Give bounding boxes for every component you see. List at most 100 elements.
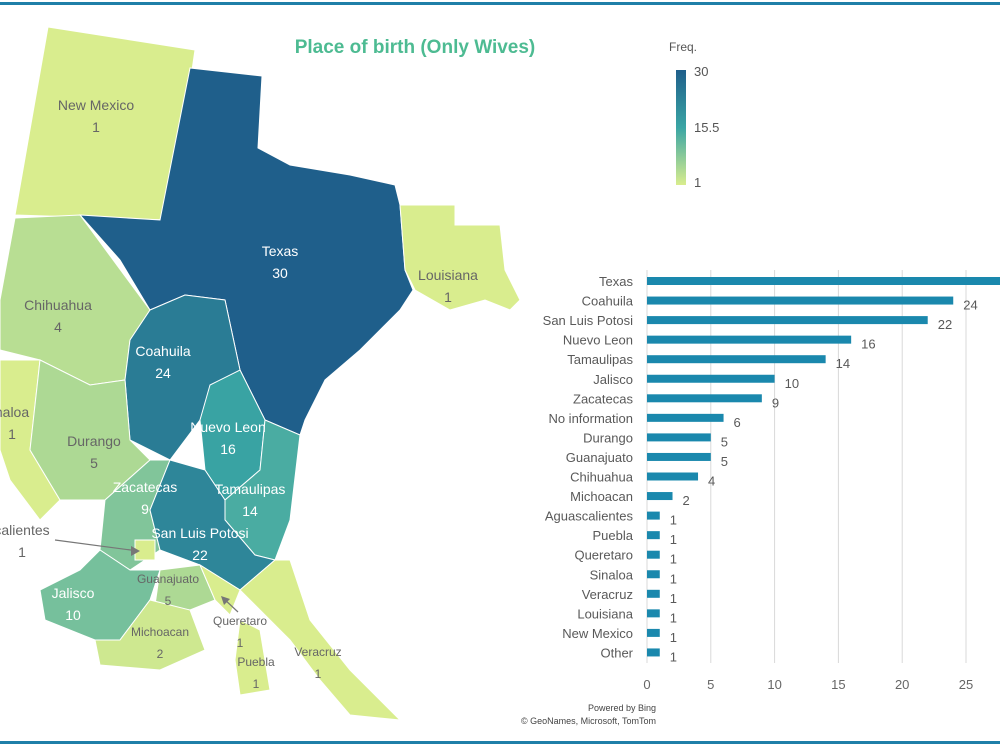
region-value: 4: [54, 319, 62, 335]
data-label: 10: [785, 376, 799, 391]
region-label: calientes: [0, 522, 50, 538]
region-shape: [239, 559, 402, 721]
region-value: 1: [315, 667, 322, 681]
region-michoacan[interactable]: [94, 599, 206, 671]
bar-new-mexico: [647, 628, 660, 637]
top-rule: [0, 2, 1000, 5]
region-shape: [154, 564, 216, 611]
category-label: Jalisco: [593, 372, 633, 387]
bar-queretaro: [647, 550, 660, 559]
region-veracruz[interactable]: [239, 559, 402, 721]
bar-veracruz: [647, 589, 660, 598]
bar-sinaloa: [647, 570, 660, 579]
data-label: 24: [963, 298, 977, 313]
region-puebla[interactable]: [234, 619, 271, 696]
bar-coahuila: [647, 296, 954, 305]
region-label: San Luis Potosi: [151, 525, 248, 541]
region-label: Queretaro: [213, 614, 267, 628]
region-shape: [399, 204, 521, 311]
category-label: Other: [600, 645, 633, 660]
category-label: San Luis Potosi: [543, 313, 633, 328]
bar-san-luis-potosi: [647, 316, 928, 325]
data-label: 5: [721, 454, 728, 469]
data-label: 1: [670, 630, 677, 645]
region-value: 2: [157, 647, 164, 661]
bar-louisiana: [647, 609, 660, 618]
region-label: naloa: [0, 404, 29, 420]
region-shape: [234, 619, 271, 696]
category-label: Sinaloa: [590, 567, 634, 582]
category-label: Aguascalientes: [545, 509, 634, 524]
bar-michoacan: [647, 492, 673, 501]
region-label: Coahuila: [135, 343, 190, 359]
legend-mid: 15.5: [694, 120, 720, 135]
data-label: 1: [670, 591, 677, 606]
data-label: 14: [836, 356, 850, 371]
bar-guanajuato: [647, 452, 711, 461]
region-label: Zacatecas: [113, 479, 178, 495]
bar-chihuahua: [647, 472, 699, 481]
region-value: 1: [237, 636, 244, 650]
x-tick-label: 20: [895, 677, 909, 692]
region-label: Jalisco: [52, 585, 95, 601]
region-label: Texas: [262, 243, 299, 259]
region-value: 1: [18, 544, 26, 560]
region-label: Nuevo Leon: [190, 419, 266, 435]
data-label: 22: [938, 317, 952, 332]
category-label: New Mexico: [562, 626, 633, 641]
x-tick-label: 5: [707, 677, 714, 692]
bar-durango: [647, 433, 711, 442]
data-label: 1: [670, 610, 677, 625]
x-tick-label: 15: [831, 677, 845, 692]
bar-puebla: [647, 531, 660, 540]
region-shape: [198, 563, 241, 616]
region-value: 14: [242, 503, 258, 519]
data-label: 1: [670, 571, 677, 586]
region-value: 1: [8, 426, 16, 442]
data-label: 1: [670, 649, 677, 664]
legend-max: 30: [694, 64, 709, 79]
region-queretaro[interactable]: [198, 563, 241, 616]
data-label: 1: [670, 552, 677, 567]
region-texas[interactable]: [78, 67, 414, 436]
credit-bing: Powered by Bing: [587, 703, 656, 713]
bar-aguascalientes: [647, 511, 660, 520]
bottom-rule: [0, 741, 1000, 744]
region-label: Chihuahua: [24, 297, 92, 313]
category-label: Zacatecas: [573, 391, 633, 406]
region-value: 10: [65, 607, 81, 623]
region-label: Michoacan: [131, 625, 189, 639]
aguascalientes-leader-arrow: [54, 539, 139, 552]
region-louisiana[interactable]: [399, 204, 521, 311]
data-label: 4: [708, 474, 715, 489]
bar-texas: [647, 277, 1000, 285]
bar-jalisco: [647, 374, 775, 383]
category-label: Veracruz: [582, 587, 633, 602]
data-label: 2: [683, 493, 690, 508]
category-label: Durango: [583, 430, 633, 445]
arrowhead-icon: [221, 596, 230, 605]
region-value: 1: [92, 119, 100, 135]
region-label: Louisiana: [418, 267, 478, 283]
region-value: 9: [141, 501, 149, 517]
region-label: Durango: [67, 433, 121, 449]
region-guanajuato[interactable]: [154, 564, 216, 611]
credit-sources: © GeoNames, Microsoft, TomTom: [521, 716, 656, 726]
region-value: 16: [220, 441, 236, 457]
bar-no-information: [647, 413, 724, 422]
category-label: Tamaulipas: [567, 352, 633, 367]
x-tick-label: 25: [959, 677, 973, 692]
data-label: 6: [734, 415, 741, 430]
legend-color-scale: [676, 70, 686, 185]
arrowhead-icon: [131, 546, 140, 556]
data-label: 9: [772, 395, 779, 410]
region-value: 1: [253, 677, 260, 691]
region-value: 5: [90, 455, 98, 471]
category-label: Chihuahua: [570, 470, 634, 485]
region-value: 22: [192, 547, 208, 563]
category-label: Texas: [599, 274, 633, 289]
category-label: Guanajuato: [566, 450, 633, 465]
bar-zacatecas: [647, 394, 762, 403]
